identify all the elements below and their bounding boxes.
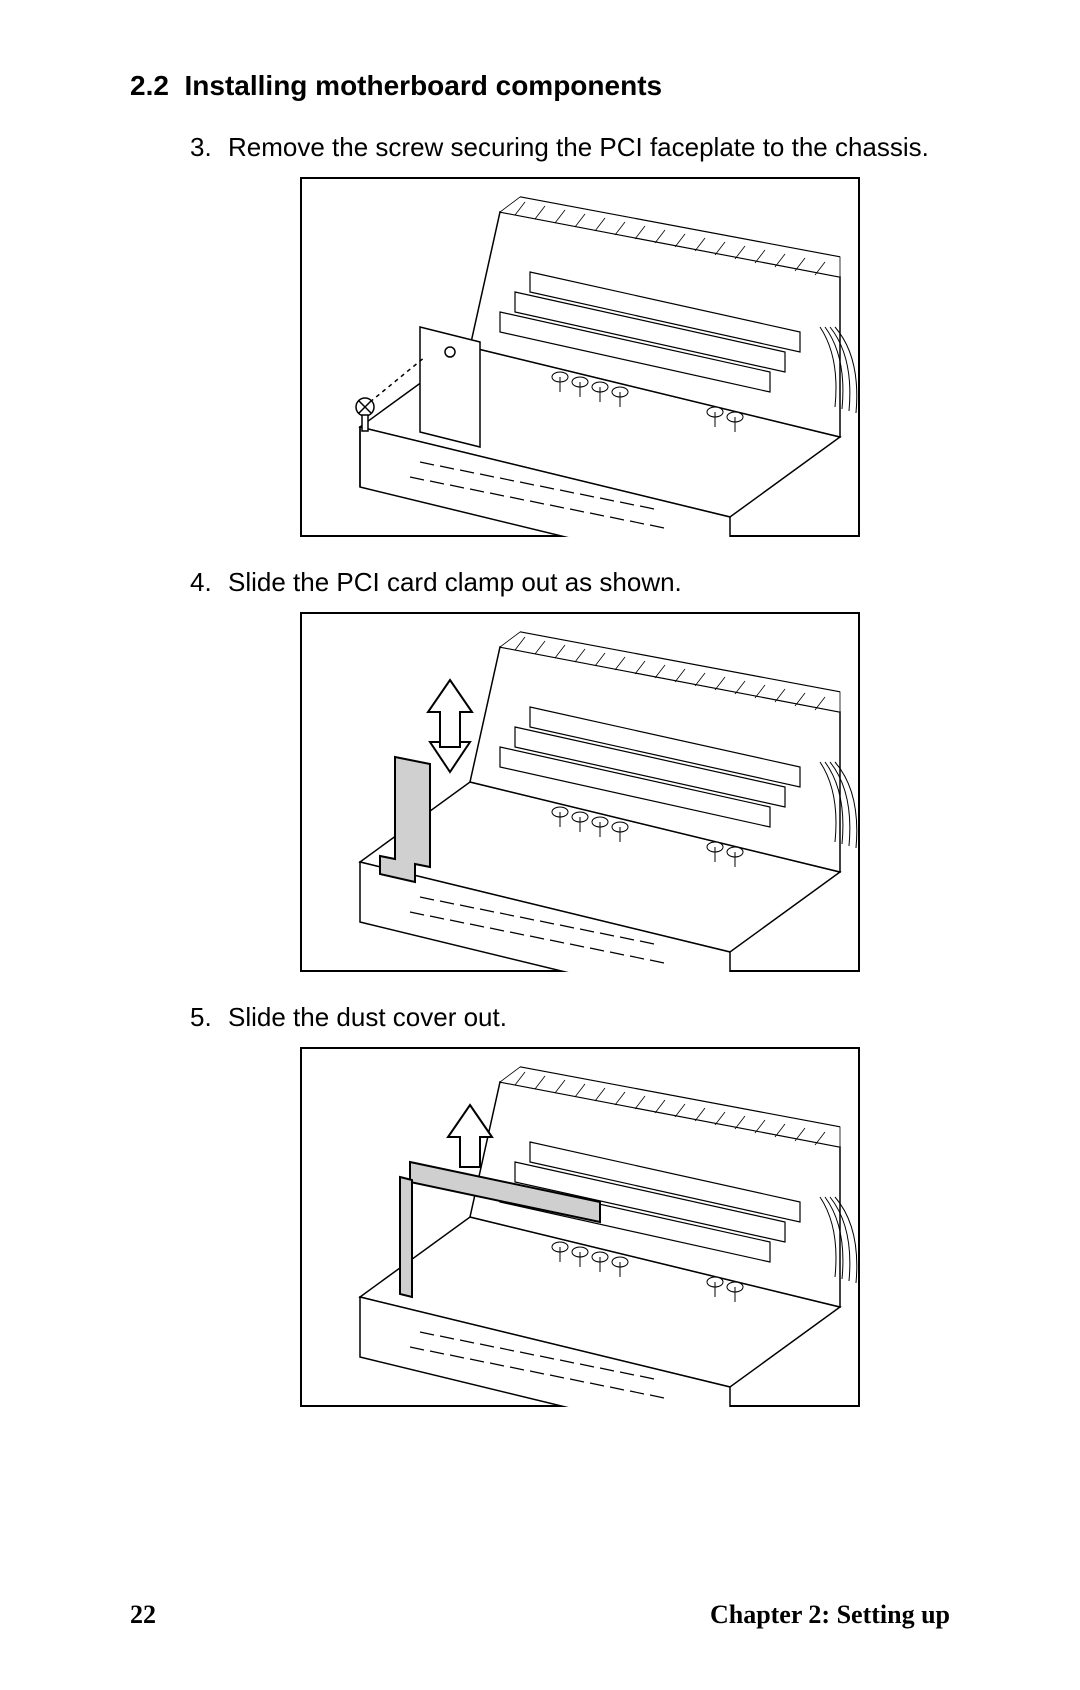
step-5: 5. Slide the dust cover out. — [190, 1000, 950, 1035]
step-number: 4. — [190, 565, 228, 600]
step-text: Slide the dust cover out. — [228, 1000, 950, 1035]
step-4: 4. Slide the PCI card clamp out as shown… — [190, 565, 950, 600]
manual-page: 2.2 Installing motherboard components 3.… — [0, 0, 1080, 1690]
page-number: 22 — [130, 1600, 156, 1630]
step-number: 3. — [190, 130, 228, 165]
section-number: 2.2 — [130, 70, 169, 101]
figure-slide-clamp — [300, 612, 950, 972]
step-number: 5. — [190, 1000, 228, 1035]
figure-remove-screw — [300, 177, 950, 537]
step-text: Slide the PCI card clamp out as shown. — [228, 565, 950, 600]
figure-slide-dustcover — [300, 1047, 950, 1407]
section-heading: 2.2 Installing motherboard components — [130, 70, 950, 102]
step-3: 3. Remove the screw securing the PCI fac… — [190, 130, 950, 165]
section-title: Installing motherboard components — [185, 70, 663, 101]
chapter-title: Chapter 2: Setting up — [710, 1600, 950, 1630]
page-footer: 22 Chapter 2: Setting up — [130, 1600, 950, 1630]
step-text: Remove the screw securing the PCI facepl… — [228, 130, 950, 165]
